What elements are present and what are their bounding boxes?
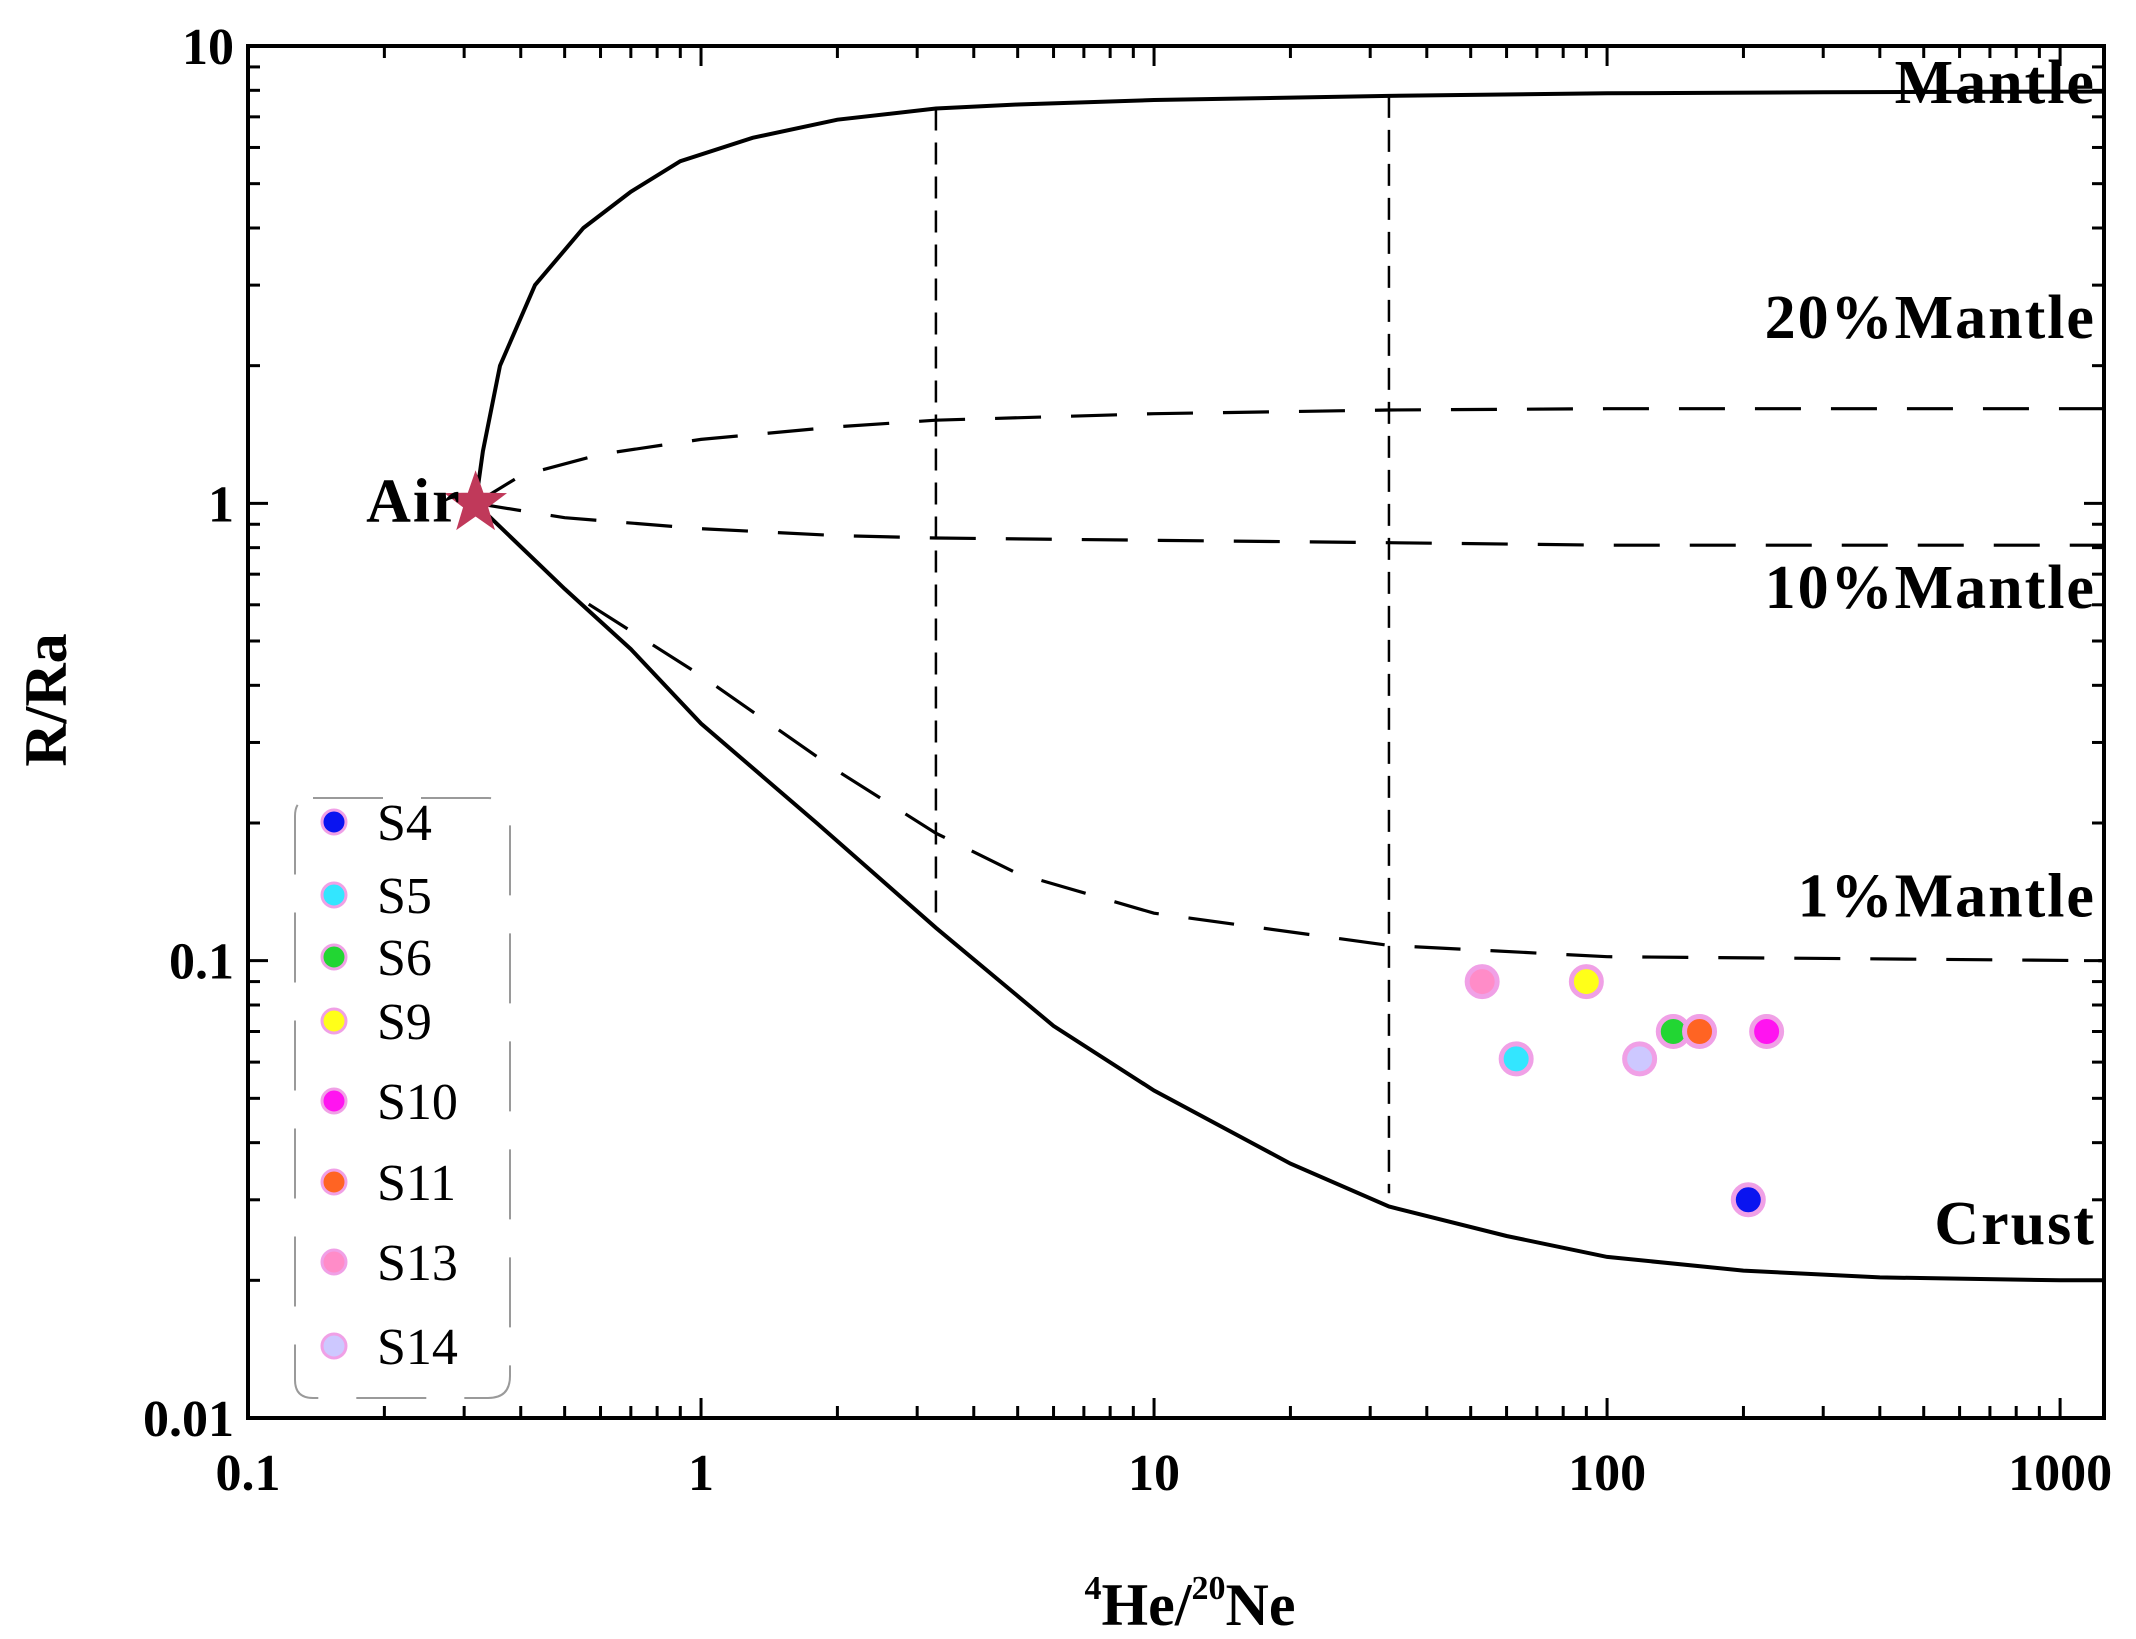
axis-ticks: [246, 44, 2104, 1420]
region-label-1: 20%Mantle: [1765, 284, 2096, 352]
legend-marker-s5: [320, 881, 348, 909]
x-axis-title-part1: He/: [1102, 1572, 1193, 1638]
legend-marker-s13: [320, 1248, 348, 1276]
legend-label-s14: S14: [377, 1319, 458, 1376]
vertical-guides: [934, 95, 1391, 1194]
legend-label-s10: S10: [377, 1074, 458, 1131]
x-tick-label: 0.1: [216, 1445, 281, 1502]
point-s10: [1749, 1014, 1785, 1050]
legend-marker-s4: [320, 808, 348, 836]
point-s14: [1622, 1041, 1658, 1077]
point-s13: [1464, 964, 1500, 1000]
legend-marker-s6: [320, 943, 348, 971]
region-label-4: Crust: [1934, 1190, 2096, 1258]
legend-marker-s14: [320, 1332, 348, 1360]
curve-crust: [474, 501, 2104, 1283]
mixing-curves: [473, 89, 2105, 1283]
legend-marker-s11: [320, 1168, 348, 1196]
x-axis-title: 4He/20Ne: [1085, 1570, 1296, 1638]
point-s5: [1498, 1041, 1534, 1077]
y-tick-label: 1: [208, 476, 234, 533]
y-tick-label: 0.1: [169, 934, 234, 991]
point-s4: [1730, 1182, 1766, 1218]
legend-label-s6: S6: [377, 930, 432, 987]
y-axis-title: R/Ra: [13, 633, 79, 766]
region-label-3: 1%Mantle: [1798, 862, 2096, 930]
y-tick-label: 10: [182, 19, 234, 76]
region-label-2: 10%Mantle: [1765, 554, 2096, 622]
curve-20pct-mantle: [474, 407, 2104, 505]
x-tick-label: 1: [688, 1445, 714, 1502]
x-tick-label: 1000: [2008, 1445, 2112, 1502]
plot-border: [246, 44, 2106, 1420]
legend-label-s4: S4: [377, 795, 432, 852]
x-axis-title-part2: Ne: [1226, 1572, 1296, 1638]
legend-border: [294, 797, 511, 1399]
point-s11: [1682, 1014, 1718, 1050]
curve-1pct-mantle: [474, 502, 2105, 963]
air-label: Air: [366, 467, 462, 535]
x-axis-title-sup2: 20: [1192, 1570, 1226, 1607]
curve-10pct-mantle: [475, 501, 2104, 547]
point-s9: [1568, 964, 1604, 1000]
curve-mantle: [473, 89, 2104, 504]
legend-label-s13: S13: [377, 1235, 458, 1292]
axis-titles: R/Ra 4He/20Ne: [13, 633, 1295, 1638]
x-tick-label: 100: [1568, 1445, 1646, 1502]
x-axis-title-sup1: 4: [1085, 1570, 1102, 1607]
region-label-0: Mantle: [1895, 49, 2096, 117]
region-labels: Mantle 20%Mantle 10%Mantle 1%Mantle Crust: [1765, 49, 2096, 1258]
y-tick-label: 0.01: [143, 1391, 234, 1448]
plot-frame: [246, 44, 2106, 1420]
data-points: [1464, 964, 1785, 1218]
x-tick-label: 10: [1128, 1445, 1180, 1502]
legend-marker-s9: [320, 1007, 348, 1035]
legend-label-s5: S5: [377, 868, 432, 925]
legend-marker-s10: [320, 1087, 348, 1115]
legend-label-s9: S9: [377, 994, 432, 1051]
air-star: [444, 470, 507, 531]
legend-label-s11: S11: [377, 1155, 456, 1212]
air-marker: Air: [366, 467, 507, 535]
